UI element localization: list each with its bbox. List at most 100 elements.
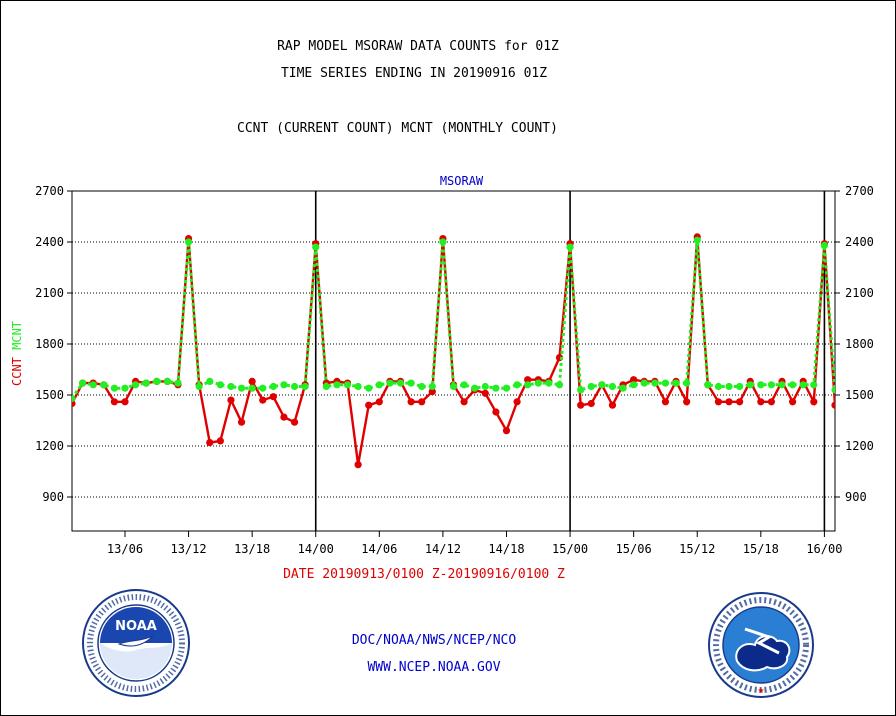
point-mcnt [587,382,595,391]
xtick-label: 13/12 [171,542,207,556]
point-ccnt [121,398,129,406]
point-mcnt [142,379,150,387]
xtick-label: 15/06 [616,542,652,556]
point-mcnt [513,381,521,389]
point-mcnt [693,236,701,244]
point-mcnt [184,238,193,246]
series-group [72,233,835,469]
point-ccnt [502,427,511,435]
series-line-ccnt [72,236,835,465]
point-ccnt [259,396,267,404]
point-mcnt [72,394,76,402]
point-ccnt [460,398,468,406]
point-ccnt [714,398,723,406]
point-mcnt [333,381,341,389]
xtick-label: 15/18 [743,542,779,556]
point-mcnt [714,382,723,391]
point-ccnt [789,398,797,406]
xtick-label: 16/00 [806,542,842,556]
point-mcnt [301,382,309,391]
point-mcnt [269,382,277,391]
point-mcnt [396,379,405,387]
point-mcnt [237,384,246,392]
point-ccnt [206,439,214,447]
point-mcnt [418,382,426,391]
point-ccnt [608,401,617,409]
ytick-label-right: 2100 [845,286,874,300]
point-mcnt [736,382,744,391]
point-mcnt [651,379,659,387]
point-mcnt [577,386,585,394]
point-mcnt [672,379,680,387]
point-mcnt [767,381,776,389]
point-mcnt [100,381,108,389]
point-mcnt [630,381,638,389]
point-ccnt [757,398,765,406]
point-mcnt [502,384,511,392]
point-ccnt [767,398,776,406]
point-mcnt [545,379,553,387]
point-ccnt [736,398,744,406]
ytick-label-left: 2100 [35,286,64,300]
point-mcnt [831,386,835,394]
point-ccnt [418,398,426,406]
point-mcnt [428,382,436,391]
chart-title-line1: RAP MODEL MSORAW DATA COUNTS for 01Z [277,39,559,54]
xtick-label: 14/00 [298,542,334,556]
point-mcnt [534,379,542,387]
point-ccnt [524,376,532,384]
point-mcnt [481,382,489,391]
point-mcnt [375,381,383,389]
point-ccnt [481,389,489,397]
point-mcnt [163,377,171,385]
ytick-label-left: 900 [42,490,64,504]
point-mcnt [566,243,574,251]
point-mcnt [78,379,87,387]
point-ccnt [227,396,235,404]
point-ccnt [237,418,246,426]
credit-website: WWW.NCEP.NOAA.GOV [367,660,501,675]
point-ccnt [810,398,818,406]
point-mcnt [725,382,733,391]
ytick-label-left: 2700 [35,184,64,198]
point-mcnt [778,381,786,389]
xtick-label: 13/18 [234,542,270,556]
xtick-label: 15/00 [552,542,588,556]
point-ccnt [269,393,277,401]
point-mcnt [407,379,415,387]
point-mcnt [704,381,712,389]
point-ccnt [683,398,691,406]
point-mcnt [110,384,118,392]
point-mcnt [216,381,224,389]
point-mcnt [386,379,394,387]
ytick-label-right: 2700 [845,184,874,198]
point-mcnt [153,377,161,385]
point-mcnt [248,384,256,392]
point-ccnt [587,399,595,408]
point-ccnt [354,461,362,469]
point-mcnt [174,379,182,387]
point-mcnt [131,381,140,389]
ytick-label-left: 2400 [35,235,64,249]
y-axis-label: CCNT MCNT [10,321,24,386]
chart-subtitle: CCNT (CURRENT COUNT) MCNT (MONTHLY COUNT… [237,121,558,136]
point-ccnt [110,398,118,406]
y-axis-label-ccnt: CCNT [10,357,24,386]
point-ccnt [513,398,521,406]
xtick-label: 14/18 [488,542,524,556]
point-mcnt [640,379,648,387]
ytick-label-right: 900 [845,490,867,504]
point-mcnt [683,379,691,387]
point-mcnt [439,238,447,246]
point-mcnt [290,382,299,391]
point-mcnt [365,384,373,392]
date-range: DATE 20190913/0100 Z-20190916/0100 Z [283,567,565,582]
point-mcnt [121,384,129,392]
ytick-label-right: 1200 [845,439,874,453]
point-mcnt [608,382,617,391]
point-mcnt [619,384,627,392]
ytick-label-left: 1200 [35,439,64,453]
point-mcnt [598,381,606,389]
chart-title-line2: TIME SERIES ENDING IN 20190916 01Z [280,66,548,81]
